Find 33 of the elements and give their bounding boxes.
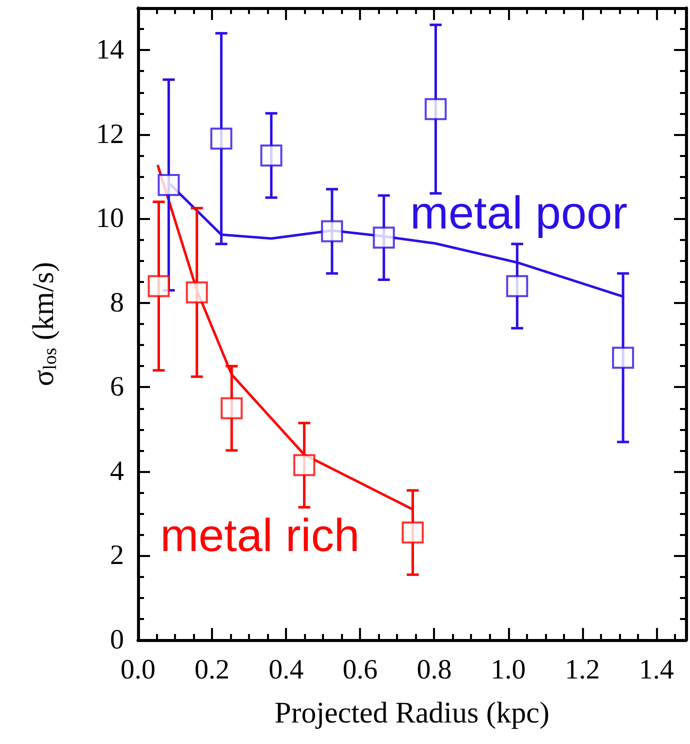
x-tick-label: 0.6 [342, 654, 378, 686]
x-tick-label: 1.2 [564, 654, 600, 686]
point [424, 98, 447, 120]
x-tick-label: 0.2 [194, 654, 230, 686]
x-tick-label: 0.0 [120, 654, 156, 686]
point [158, 174, 180, 196]
point [186, 281, 208, 304]
point [506, 275, 528, 298]
series-label: metal poor [410, 186, 628, 239]
x-tick-label: 0.8 [416, 654, 452, 686]
point [372, 226, 395, 249]
y-tick-label: 4 [110, 456, 124, 487]
point [612, 346, 634, 369]
point [293, 454, 316, 476]
y-tick-label: 8 [110, 287, 124, 318]
y-tick-label: 6 [110, 372, 124, 403]
y-tick-label: 2 [110, 540, 124, 572]
y-axis-title: σlos (km/s) [27, 262, 61, 386]
y-tick-label: 10 [96, 203, 124, 234]
series-label: metal rich [160, 508, 360, 561]
point [148, 275, 170, 298]
y-tick-label: 0 [110, 624, 124, 656]
point [210, 128, 232, 150]
x-tick-label: 1.0 [490, 654, 526, 686]
x-tick-label: 0.4 [268, 654, 304, 686]
y-tick-label: 14 [96, 34, 124, 66]
y-tick-label: 12 [96, 118, 124, 150]
x-axis-title: Projected Radius (kpc) [274, 696, 550, 730]
point [260, 144, 282, 166]
x-tick-label: 1.4 [638, 654, 674, 686]
point [402, 522, 424, 544]
point [220, 397, 243, 420]
point [321, 220, 344, 242]
